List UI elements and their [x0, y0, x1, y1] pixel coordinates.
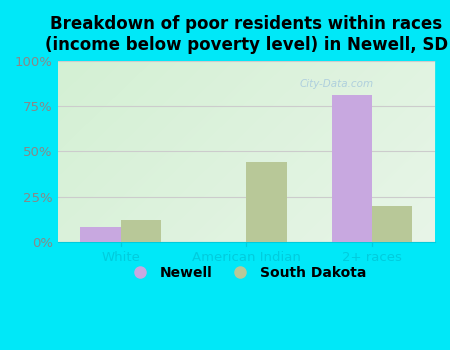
Title: Breakdown of poor residents within races
(income below poverty level) in Newell,: Breakdown of poor residents within races…: [45, 15, 448, 54]
Bar: [81, 228, 121, 242]
Text: City-Data.com: City-Data.com: [300, 79, 374, 89]
Legend: Newell, South Dakota: Newell, South Dakota: [121, 261, 372, 286]
Bar: [121, 220, 161, 242]
Bar: [372, 206, 412, 242]
Bar: [332, 95, 372, 242]
Bar: [246, 162, 287, 242]
